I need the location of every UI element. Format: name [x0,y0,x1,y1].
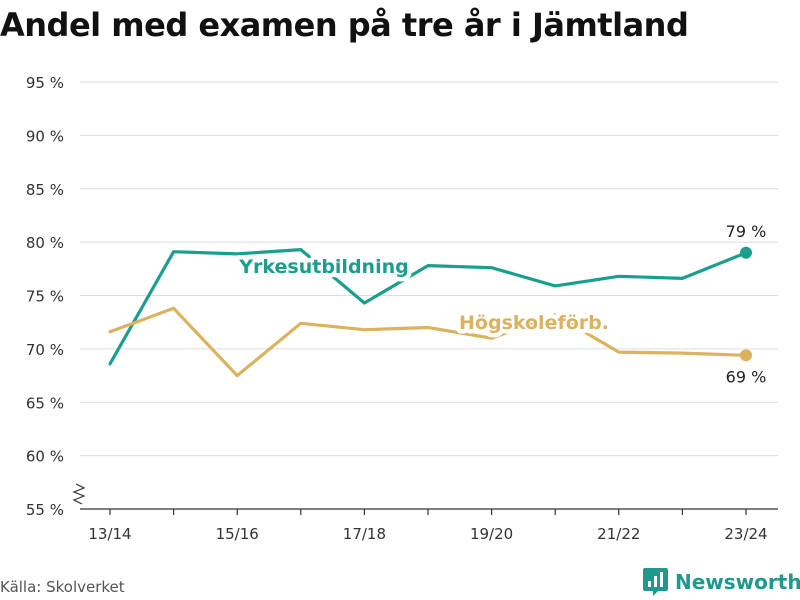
x-tick-label: 21/22 [597,525,640,543]
page-title: Andel med examen på tre år i Jämtland [0,6,689,44]
x-axis: 13/14 15/16 17/18 19/20 21/22 23/24 [80,508,778,543]
x-tick-label: 19/20 [470,525,513,543]
x-tick-label: 13/14 [88,525,131,543]
end-point-1 [740,349,752,362]
y-tick-label: 95 % [26,74,64,92]
y-tick-label: 60 % [26,448,64,466]
end-value-label-0: 79 % [726,222,767,241]
y-tick-label: 75 % [26,288,64,306]
y-tick-label: 80 % [26,234,64,252]
grid-lines [80,81,778,457]
brand-name: Newsworthy [675,570,800,594]
end-markers: 79 % 69 % [726,222,767,386]
series-line-0 [108,248,748,366]
y-axis: 55 % 60 % 65 % 70 % 75 % 80 % 85 % 90 % 95 % [26,74,86,519]
end-value-label-1: 69 % [726,367,767,386]
series-line-1 [108,306,748,378]
brand-logo: Newsworthy [643,568,800,596]
x-tick-label: 15/16 [216,525,259,543]
bar-chart-icon [643,568,668,596]
series-label-halo: Yrkesutbildning [238,256,408,278]
y-tick-label: 70 % [26,341,64,359]
source-note: Källa: Skolverket [0,578,125,596]
x-tick-label: 23/24 [724,525,767,543]
y-tick-label: 90 % [26,127,64,145]
x-tick-label: 17/18 [343,525,386,543]
series-labels: YrkesutbildningYrkesutbildningHögskolefö… [234,252,614,339]
y-tick-label: 85 % [26,181,64,199]
series-label-0: Yrkesutbildning [238,256,408,278]
series-lines [108,248,748,378]
axis-break-icon [72,483,86,505]
y-tick-label: 55 % [26,501,64,519]
series-label-halo: Högskoleförb. [459,312,609,334]
y-tick-label: 65 % [26,394,64,412]
end-point-0 [740,246,752,259]
series-label-1: Högskoleförb. [459,312,609,334]
